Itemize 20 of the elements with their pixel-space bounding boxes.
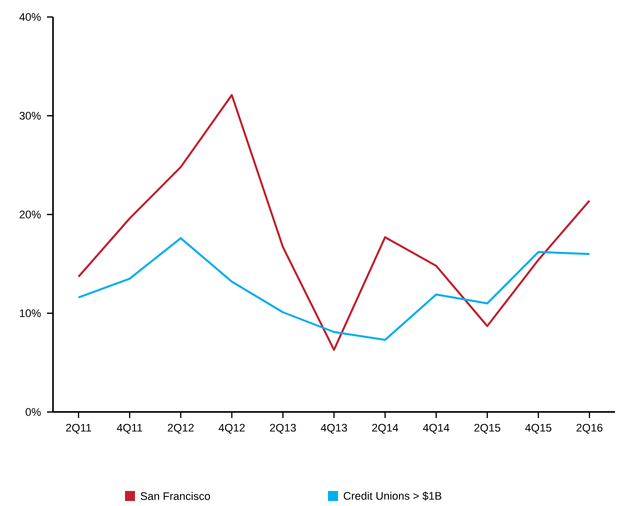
line-series [78, 94, 590, 351]
x-tick-label: 2Q16 [576, 424, 602, 434]
y-tick-label: 30% [20, 112, 41, 120]
line-series [78, 237, 590, 341]
x-tick-label: 2Q14 [372, 424, 398, 434]
x-tick-label: 4Q13 [320, 424, 347, 434]
x-tick-label: 2Q12 [168, 424, 194, 434]
x-tick-label: 4Q12 [218, 424, 245, 434]
x-tick-label: 2Q13 [270, 424, 296, 434]
x-tick-label: 2Q15 [474, 424, 500, 434]
x-tick-label: 4Q15 [525, 424, 552, 434]
x-tick-label: 2Q11 [66, 424, 92, 434]
y-tick-label: 0% [26, 408, 41, 416]
y-tick-label: 10% [20, 309, 41, 318]
legend-label: Credit Unions > $1B [344, 492, 442, 500]
x-tick-label: 4Q14 [422, 424, 450, 434]
x-tick-label: 4Q11 [116, 424, 142, 434]
y-tick-label: 40% [19, 13, 41, 21]
y-tick-label: 20% [20, 210, 41, 218]
legend-label: San Francisco [140, 492, 210, 500]
